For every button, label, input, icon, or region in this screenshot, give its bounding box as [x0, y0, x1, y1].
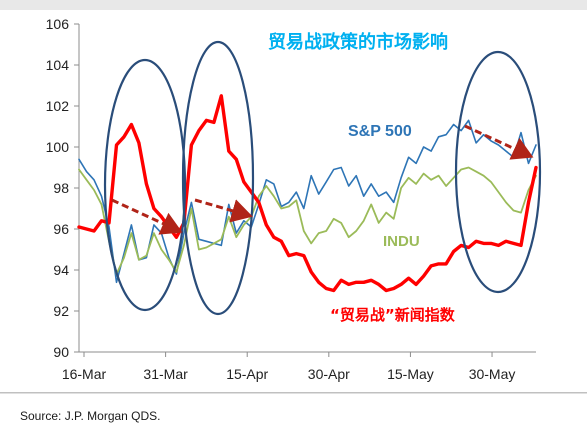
highlight-ellipse-3: [454, 50, 542, 294]
y-axis: 90 92 94 96 98 100 102 104 106: [46, 16, 80, 360]
trend-arrow-2: [194, 198, 253, 223]
x-tick-label: 16-Mar: [62, 366, 107, 382]
source-note: Source: J.P. Morgan QDS.: [20, 409, 161, 423]
trend-arrow-3: [464, 124, 534, 160]
series-label-indu: INDU: [383, 233, 420, 250]
x-tick-label: 15-May: [387, 366, 434, 382]
highlight-ellipse-1: [103, 58, 187, 312]
series-label-sp500: S&P 500: [348, 123, 412, 140]
trend-arrow-1: [111, 198, 183, 235]
series-line-2: [77, 94, 538, 293]
x-tick-label: 15-Apr: [226, 366, 268, 382]
highlight-ellipse-2: [181, 40, 255, 316]
y-tick-label: 102: [46, 98, 70, 114]
x-tick-label: 31-Mar: [143, 366, 188, 382]
series-label-news-index: “贸易战”新闻指数: [330, 306, 456, 324]
y-tick-label: 106: [46, 16, 70, 32]
x-tick-label: 30-Apr: [308, 366, 350, 382]
y-tick-label: 98: [53, 180, 69, 196]
y-tick-label: 94: [53, 262, 69, 278]
y-tick-label: 104: [46, 57, 70, 73]
series-layer: [77, 94, 538, 293]
bottom-divider: [0, 392, 587, 394]
series-line-0: [78, 119, 537, 284]
y-tick-label: 92: [53, 303, 69, 319]
x-tick-label: 30-May: [469, 366, 516, 382]
y-tick-label: 96: [53, 221, 69, 237]
y-tick-label: 100: [46, 139, 70, 155]
chart-title: 贸易战政策的市场影响: [268, 31, 448, 53]
x-axis: 16-Mar 31-Mar 15-Apr 30-Apr 15-May 30-May: [62, 351, 536, 382]
y-tick-label: 90: [53, 344, 69, 360]
series-line-1: [78, 166, 537, 276]
top-strip: [0, 0, 587, 10]
